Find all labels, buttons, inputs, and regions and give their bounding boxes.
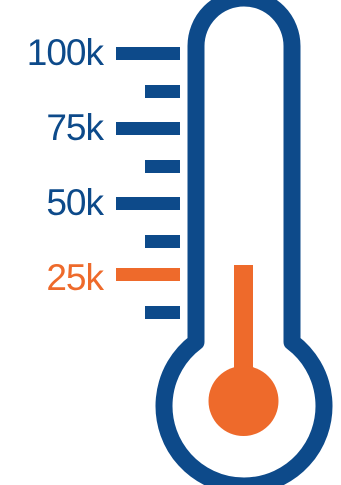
scale-label-50k: 50k [46,182,104,223]
minor-tick [145,306,180,319]
minor-tick [145,235,180,248]
major-tick-75k [116,122,180,135]
major-tick-100k [116,47,180,60]
major-tick-50k [116,197,180,210]
major-tick-25k [116,268,180,281]
minor-tick [145,85,180,98]
thermometer-outline [155,0,333,485]
scale-label-25k: 25k [46,257,104,298]
thermometer-fill-tube [234,265,253,395]
minor-tick [145,160,180,173]
thermometer-bulb-fill [208,366,279,436]
scale-label-75k: 75k [46,107,104,148]
scale-label-100k: 100k [26,32,104,73]
